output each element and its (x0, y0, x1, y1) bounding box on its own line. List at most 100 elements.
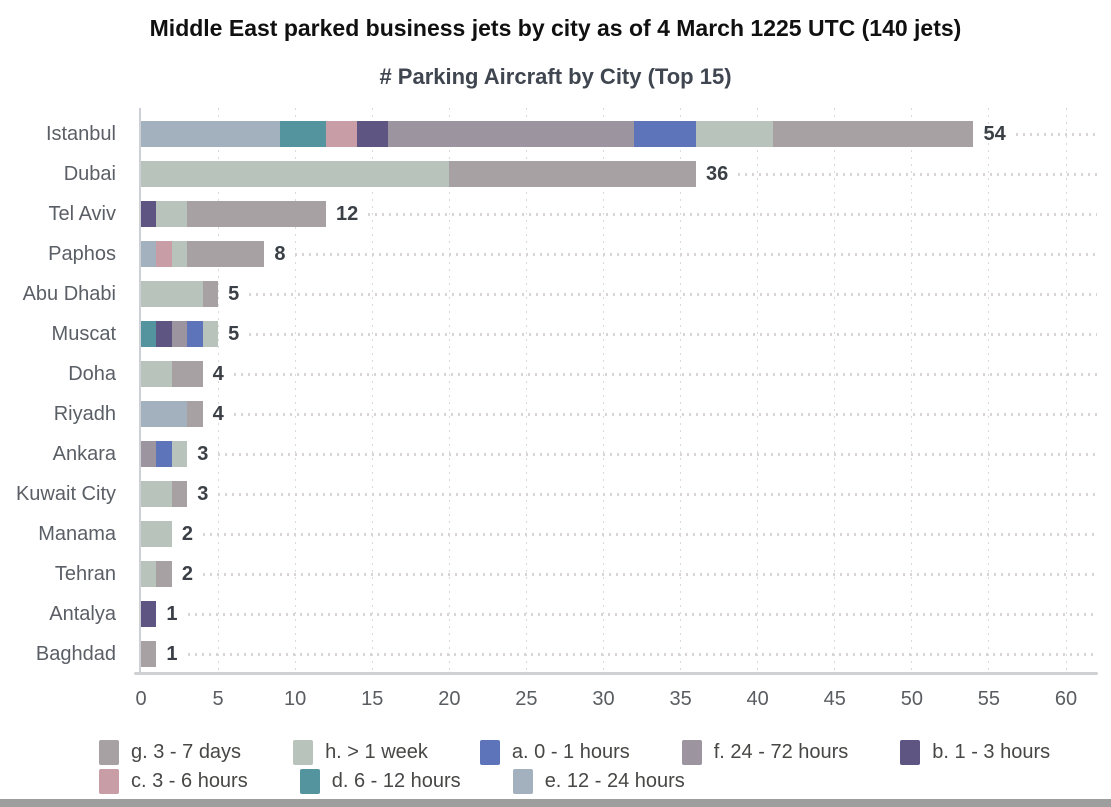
legend-item: c. 3 - 6 hours (99, 769, 248, 794)
bar-rows: Istanbul 54 Dubai 36 Tel Aviv 12 Paphos 8 Abu Dh… (0, 114, 1111, 674)
dotted-leader-line (738, 172, 1097, 176)
bar-segment-h (171, 441, 188, 467)
value-label: 54 (983, 122, 1006, 145)
bar-segment-h (171, 241, 188, 267)
bar-segment-g (187, 401, 203, 427)
bar-segment-b (356, 121, 388, 147)
bar-row: Istanbul 54 (0, 114, 1111, 154)
legend-item: e. 12 - 24 hours (512, 769, 685, 794)
category-label: Kuwait City (15, 482, 116, 505)
category-label: Dubai (63, 162, 116, 185)
gridline-x-45 (834, 108, 836, 674)
legend-label: f. 24 - 72 hours (713, 741, 849, 763)
legend-label: a. 0 - 1 hours (511, 741, 630, 763)
bar-segment-f (171, 321, 188, 347)
legend-item: d. 6 - 12 hours (299, 769, 461, 794)
bar-row: Ankara 3 (0, 434, 1111, 474)
stacked-bar (141, 121, 974, 147)
legend-item: h. > 1 week (293, 740, 428, 765)
bar-segment-h (141, 481, 172, 507)
category-label: Tehran (54, 562, 116, 585)
bar-segment-f (141, 441, 157, 467)
legend-label: c. 3 - 6 hours (131, 770, 248, 792)
value-label: 2 (181, 562, 193, 585)
bar-segment-h (141, 281, 203, 307)
bar-row: Dubai 36 (0, 154, 1111, 194)
legend-label: d. 6 - 12 hours (331, 770, 461, 792)
bar-row: Riyadh 4 (0, 394, 1111, 434)
stacked-bar (141, 281, 219, 307)
bar-row: Doha 4 (0, 354, 1111, 394)
bar-segment-b (156, 321, 172, 347)
gridline-x-30 (603, 108, 604, 674)
dotted-leader-line (218, 452, 1097, 456)
category-label: Antalya (49, 602, 116, 625)
legend-item: g. 3 - 7 days (99, 740, 241, 765)
legend-swatch (512, 769, 533, 794)
bar-segment-c (156, 241, 172, 267)
legend-item: b. 1 - 3 hours (900, 740, 1050, 765)
bar-segment-d (279, 121, 326, 147)
stacked-bar (141, 561, 172, 587)
x-tick-label: 25 (515, 688, 538, 710)
y-axis-line (139, 108, 141, 674)
bar-segment-g (156, 561, 172, 587)
value-label: 36 (706, 162, 729, 185)
x-tick-label: 55 (977, 688, 1001, 710)
legend-label: b. 1 - 3 hours (932, 741, 1051, 763)
legend-label: g. 3 - 7 days (131, 741, 242, 763)
stacked-bar (141, 521, 172, 547)
bar-segment-e (141, 401, 188, 427)
dotted-leader-line (218, 492, 1097, 496)
value-label: 8 (274, 242, 286, 265)
stacked-bar (141, 361, 203, 387)
dotted-leader-line (187, 612, 1097, 616)
stacked-bar (141, 241, 265, 267)
x-tick-label: 30 (592, 688, 615, 710)
gridline-x-50 (911, 108, 913, 674)
value-label: 12 (336, 202, 359, 225)
category-label: Tel Aviv (48, 202, 116, 225)
value-label: 3 (197, 482, 209, 505)
category-label: Abu Dhabi (22, 282, 116, 305)
legend-item: a. 0 - 1 hours (479, 740, 630, 765)
bar-segment-a (187, 321, 203, 347)
bar-segment-c (326, 121, 357, 147)
bar-segment-a (634, 121, 696, 147)
bar-segment-f (387, 121, 635, 147)
legend-label: h. > 1 week (325, 741, 428, 763)
bar-segment-g (171, 361, 203, 387)
category-label: Paphos (48, 242, 116, 265)
bar-segment-h (141, 561, 157, 587)
bar-segment-b (141, 201, 157, 227)
x-tick-label: 35 (669, 688, 692, 710)
dotted-leader-line (202, 572, 1097, 576)
category-label: Manama (38, 522, 116, 545)
bar-segment-h (202, 321, 219, 347)
category-label: Baghdad (35, 642, 116, 665)
dotted-leader-line (233, 412, 1097, 416)
bar-segment-g (171, 481, 188, 507)
dotted-leader-line (295, 252, 1097, 256)
dotted-leader-line (187, 652, 1097, 656)
dotted-leader-line (368, 212, 1097, 216)
stacked-bar (141, 601, 157, 627)
bar-segment-g (449, 161, 696, 187)
bar-segment-g (187, 241, 265, 267)
x-tick-label: 50 (900, 688, 923, 710)
chart-subtitle: # Parking Aircraft by City (Top 15) (379, 64, 732, 89)
bar-row: Muscat 5 (0, 314, 1111, 354)
value-label: 2 (181, 522, 193, 545)
dotted-leader-line (233, 372, 1097, 376)
legend-swatch (99, 769, 119, 794)
stacked-bar (141, 201, 326, 227)
x-tick-label: 5 (212, 688, 224, 710)
dotted-leader-line (249, 292, 1097, 296)
stacked-bar (141, 161, 696, 187)
bar-segment-h (141, 161, 450, 187)
x-tick-label: 15 (361, 688, 384, 710)
stacked-bar (141, 481, 188, 507)
bar-segment-d (141, 321, 157, 347)
bar-row: Antalya 1 (0, 594, 1111, 634)
